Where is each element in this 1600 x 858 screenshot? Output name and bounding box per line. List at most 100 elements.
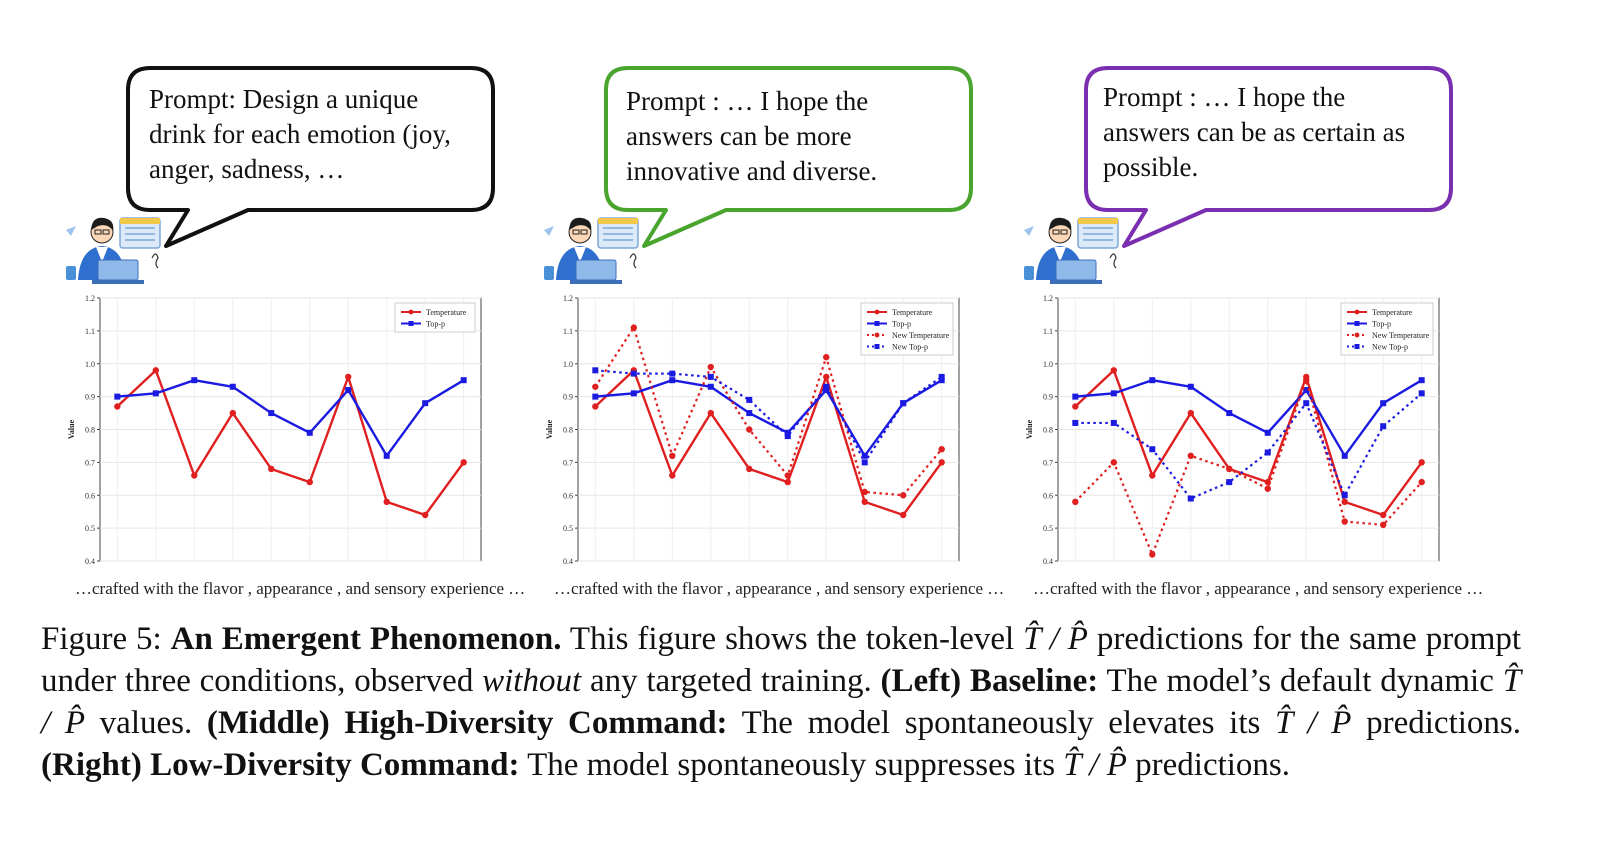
glasses <box>1052 229 1060 235</box>
paper-plane-icon <box>544 226 554 236</box>
data-point <box>1379 521 1387 529</box>
data-point <box>1341 492 1348 499</box>
data-point <box>152 390 159 397</box>
bubble-line: possible. <box>1103 152 1199 182</box>
bubble-line: answers can be as certain as <box>1103 117 1406 147</box>
data-point <box>114 403 121 410</box>
data-point <box>1072 403 1079 410</box>
document-header <box>120 218 160 224</box>
bubble-line: anger, sadness, … <box>149 154 345 184</box>
chart-left: 0.4 0.5 0.6 0.7 0.8 0.9 1.0 1.1 1.2 Value Temperat… <box>66 66 495 566</box>
y-tick-label: 1.1 <box>1043 327 1053 336</box>
legend-marker <box>874 309 880 315</box>
bubble-line: Prompt : … I hope the <box>626 86 869 116</box>
bubble-text-left: Prompt: Design a unique drink for each e… <box>149 82 451 187</box>
glasses <box>94 229 102 235</box>
data-point <box>1264 449 1271 456</box>
data-point <box>1226 410 1233 417</box>
y-tick-label: 0.8 <box>563 426 573 435</box>
person-collar <box>96 247 108 262</box>
paper-plane-icon <box>66 226 76 236</box>
series-line-temperature <box>116 369 465 517</box>
figure-caption: Figure 5: An Emergent Phenomenon. This f… <box>41 618 1521 786</box>
data-point <box>592 367 599 374</box>
data-point <box>592 383 599 390</box>
legend-marker <box>874 332 880 338</box>
data-point <box>191 472 198 479</box>
data-point <box>114 393 121 400</box>
y-tick-label: 0.8 <box>1043 426 1053 435</box>
data-point <box>746 396 753 403</box>
caption-label: Figure 5: <box>41 621 162 657</box>
data-point <box>306 429 313 436</box>
y-tick-label: 0.5 <box>1043 524 1053 533</box>
y-tick-label: 0.9 <box>85 393 95 402</box>
data-point <box>1072 419 1079 426</box>
data-point <box>707 383 714 390</box>
y-tick-label: 0.7 <box>563 458 573 467</box>
data-point <box>746 410 753 417</box>
caption-text: any targeted training. <box>589 663 872 699</box>
caption-text: The model’s default dynamic <box>1106 663 1494 699</box>
bubble-line: Prompt: Design a unique <box>149 84 419 114</box>
x-caption-right: …crafted with the flavor , appearance , … <box>1033 579 1484 598</box>
laptop-base <box>1050 280 1102 284</box>
data-point <box>861 488 868 496</box>
data-point <box>1187 452 1194 459</box>
data-point <box>899 492 907 499</box>
data-point <box>861 459 868 466</box>
legend-marker <box>408 309 414 315</box>
data-point <box>1110 367 1118 374</box>
data-point <box>268 465 275 473</box>
laptop-icon <box>97 259 139 281</box>
data-point <box>1341 498 1348 506</box>
caption-symbol: T̂ / P̂ <box>41 663 1522 741</box>
data-point <box>1380 423 1387 430</box>
data-point <box>1149 551 1156 558</box>
data-point <box>383 498 390 506</box>
data-point <box>1187 383 1194 390</box>
laptop-icon <box>575 259 617 281</box>
y-tick-label: 0.5 <box>563 524 573 533</box>
y-tick-label: 0.7 <box>85 458 95 467</box>
data-point <box>669 452 676 459</box>
data-point <box>746 426 753 433</box>
legend-label: New Temperature <box>1372 331 1430 340</box>
y-tick-label: 0.6 <box>1043 491 1053 500</box>
legend-marker <box>1354 344 1360 349</box>
data-point <box>1072 393 1079 400</box>
data-point <box>1187 495 1194 502</box>
series-line-new-top-p <box>595 369 943 464</box>
laptop-base <box>570 280 622 284</box>
bubble-line: innovative and diverse. <box>626 156 878 186</box>
panel-right: 0.4 0.5 0.6 0.7 0.8 0.9 1.0 1.1 1.2 Value Temperat… <box>998 0 1518 600</box>
legend-marker <box>1354 332 1360 338</box>
y-tick-label: 1.2 <box>563 294 573 303</box>
data-point <box>900 400 907 407</box>
data-point <box>1341 518 1348 525</box>
data-point <box>784 433 791 440</box>
data-point <box>1303 400 1310 407</box>
chart-middle: 0.4 0.5 0.6 0.7 0.8 0.9 1.0 1.1 1.2 Value Temperat… <box>544 66 973 566</box>
data-point <box>1418 390 1425 397</box>
data-point <box>707 363 714 371</box>
legend-marker <box>1354 309 1360 315</box>
data-point <box>823 353 830 361</box>
legend-label: New Top-p <box>1372 343 1408 352</box>
data-point <box>707 409 714 417</box>
person-hair <box>91 217 114 231</box>
data-point <box>938 446 945 453</box>
caption-text: This figure shows the token-level <box>569 621 1015 657</box>
legend-marker <box>874 344 880 349</box>
data-point <box>460 377 467 384</box>
data-point <box>229 383 236 390</box>
data-point <box>191 377 198 384</box>
caption-text: predictions for the same prompt under th… <box>41 621 1522 699</box>
series-line-new-temperature <box>1074 379 1423 556</box>
glasses <box>102 229 110 235</box>
legend <box>394 302 476 333</box>
data-point <box>630 324 638 331</box>
data-point <box>823 387 830 394</box>
data-point <box>938 459 945 466</box>
data-point <box>669 472 676 479</box>
